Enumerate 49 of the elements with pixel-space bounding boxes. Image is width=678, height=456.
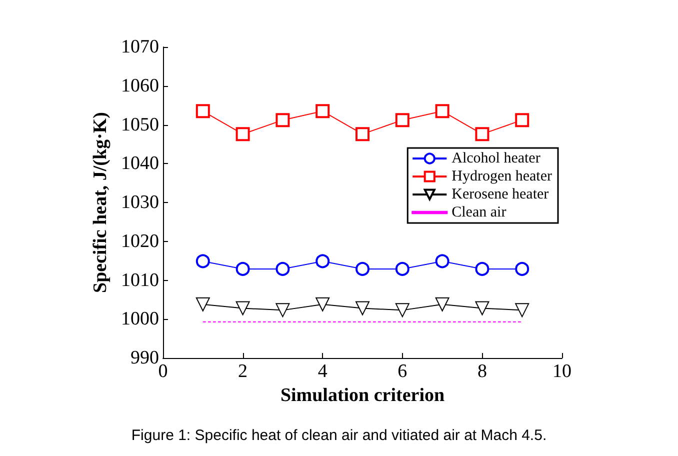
point [356, 262, 370, 276]
legend-label: Hydrogen heater [452, 168, 552, 184]
point [276, 113, 290, 128]
point [515, 303, 530, 318]
x-tick-label: 4 [318, 361, 328, 382]
point [435, 297, 450, 312]
point [356, 301, 370, 316]
point [316, 254, 330, 268]
y-tick-label: 1010 [121, 270, 159, 291]
point [395, 303, 410, 318]
point [316, 104, 330, 118]
point [236, 127, 250, 142]
point [196, 254, 210, 268]
y-tick-label: 1050 [121, 114, 159, 136]
x-axis-title: Simulation criterion [280, 385, 445, 406]
point [435, 104, 450, 118]
y-tick-label: 1020 [121, 230, 159, 252]
legend-label: Kerosene heater [452, 186, 549, 202]
point [475, 301, 490, 316]
point [196, 297, 210, 312]
y-tick-label: 1040 [121, 153, 159, 174]
point [356, 127, 370, 142]
point [515, 113, 530, 128]
y-tick-label: 990 [130, 348, 159, 368]
y-tick-label: 1030 [121, 192, 159, 213]
legend-label: Alcohol heater [452, 150, 540, 166]
point [395, 113, 410, 128]
y-tick-label: 1000 [121, 308, 159, 330]
y-tick-label: 1060 [121, 75, 159, 96]
point [395, 262, 410, 276]
x-tick-label: 2 [238, 361, 248, 382]
point [316, 297, 330, 312]
point [515, 262, 530, 276]
point [236, 262, 250, 276]
x-tick-label: 8 [477, 361, 487, 382]
x-tick-label: 6 [398, 361, 408, 382]
y-axis-title: Specific heat, J/(kg·K) [90, 112, 112, 294]
legend-label: Clean air [452, 204, 506, 220]
point [276, 262, 290, 276]
caption: Figure 1: Specific heat of clean air and vitiated air at Mach 4.5. [131, 427, 547, 444]
x-tick-label: 10 [552, 361, 572, 382]
x-tick-label: 0 [158, 361, 168, 382]
point [236, 301, 250, 316]
point [435, 254, 450, 268]
y-tick-label: 1070 [121, 36, 159, 58]
point [276, 303, 290, 318]
point [475, 127, 490, 142]
point [475, 262, 490, 276]
point [196, 104, 210, 118]
